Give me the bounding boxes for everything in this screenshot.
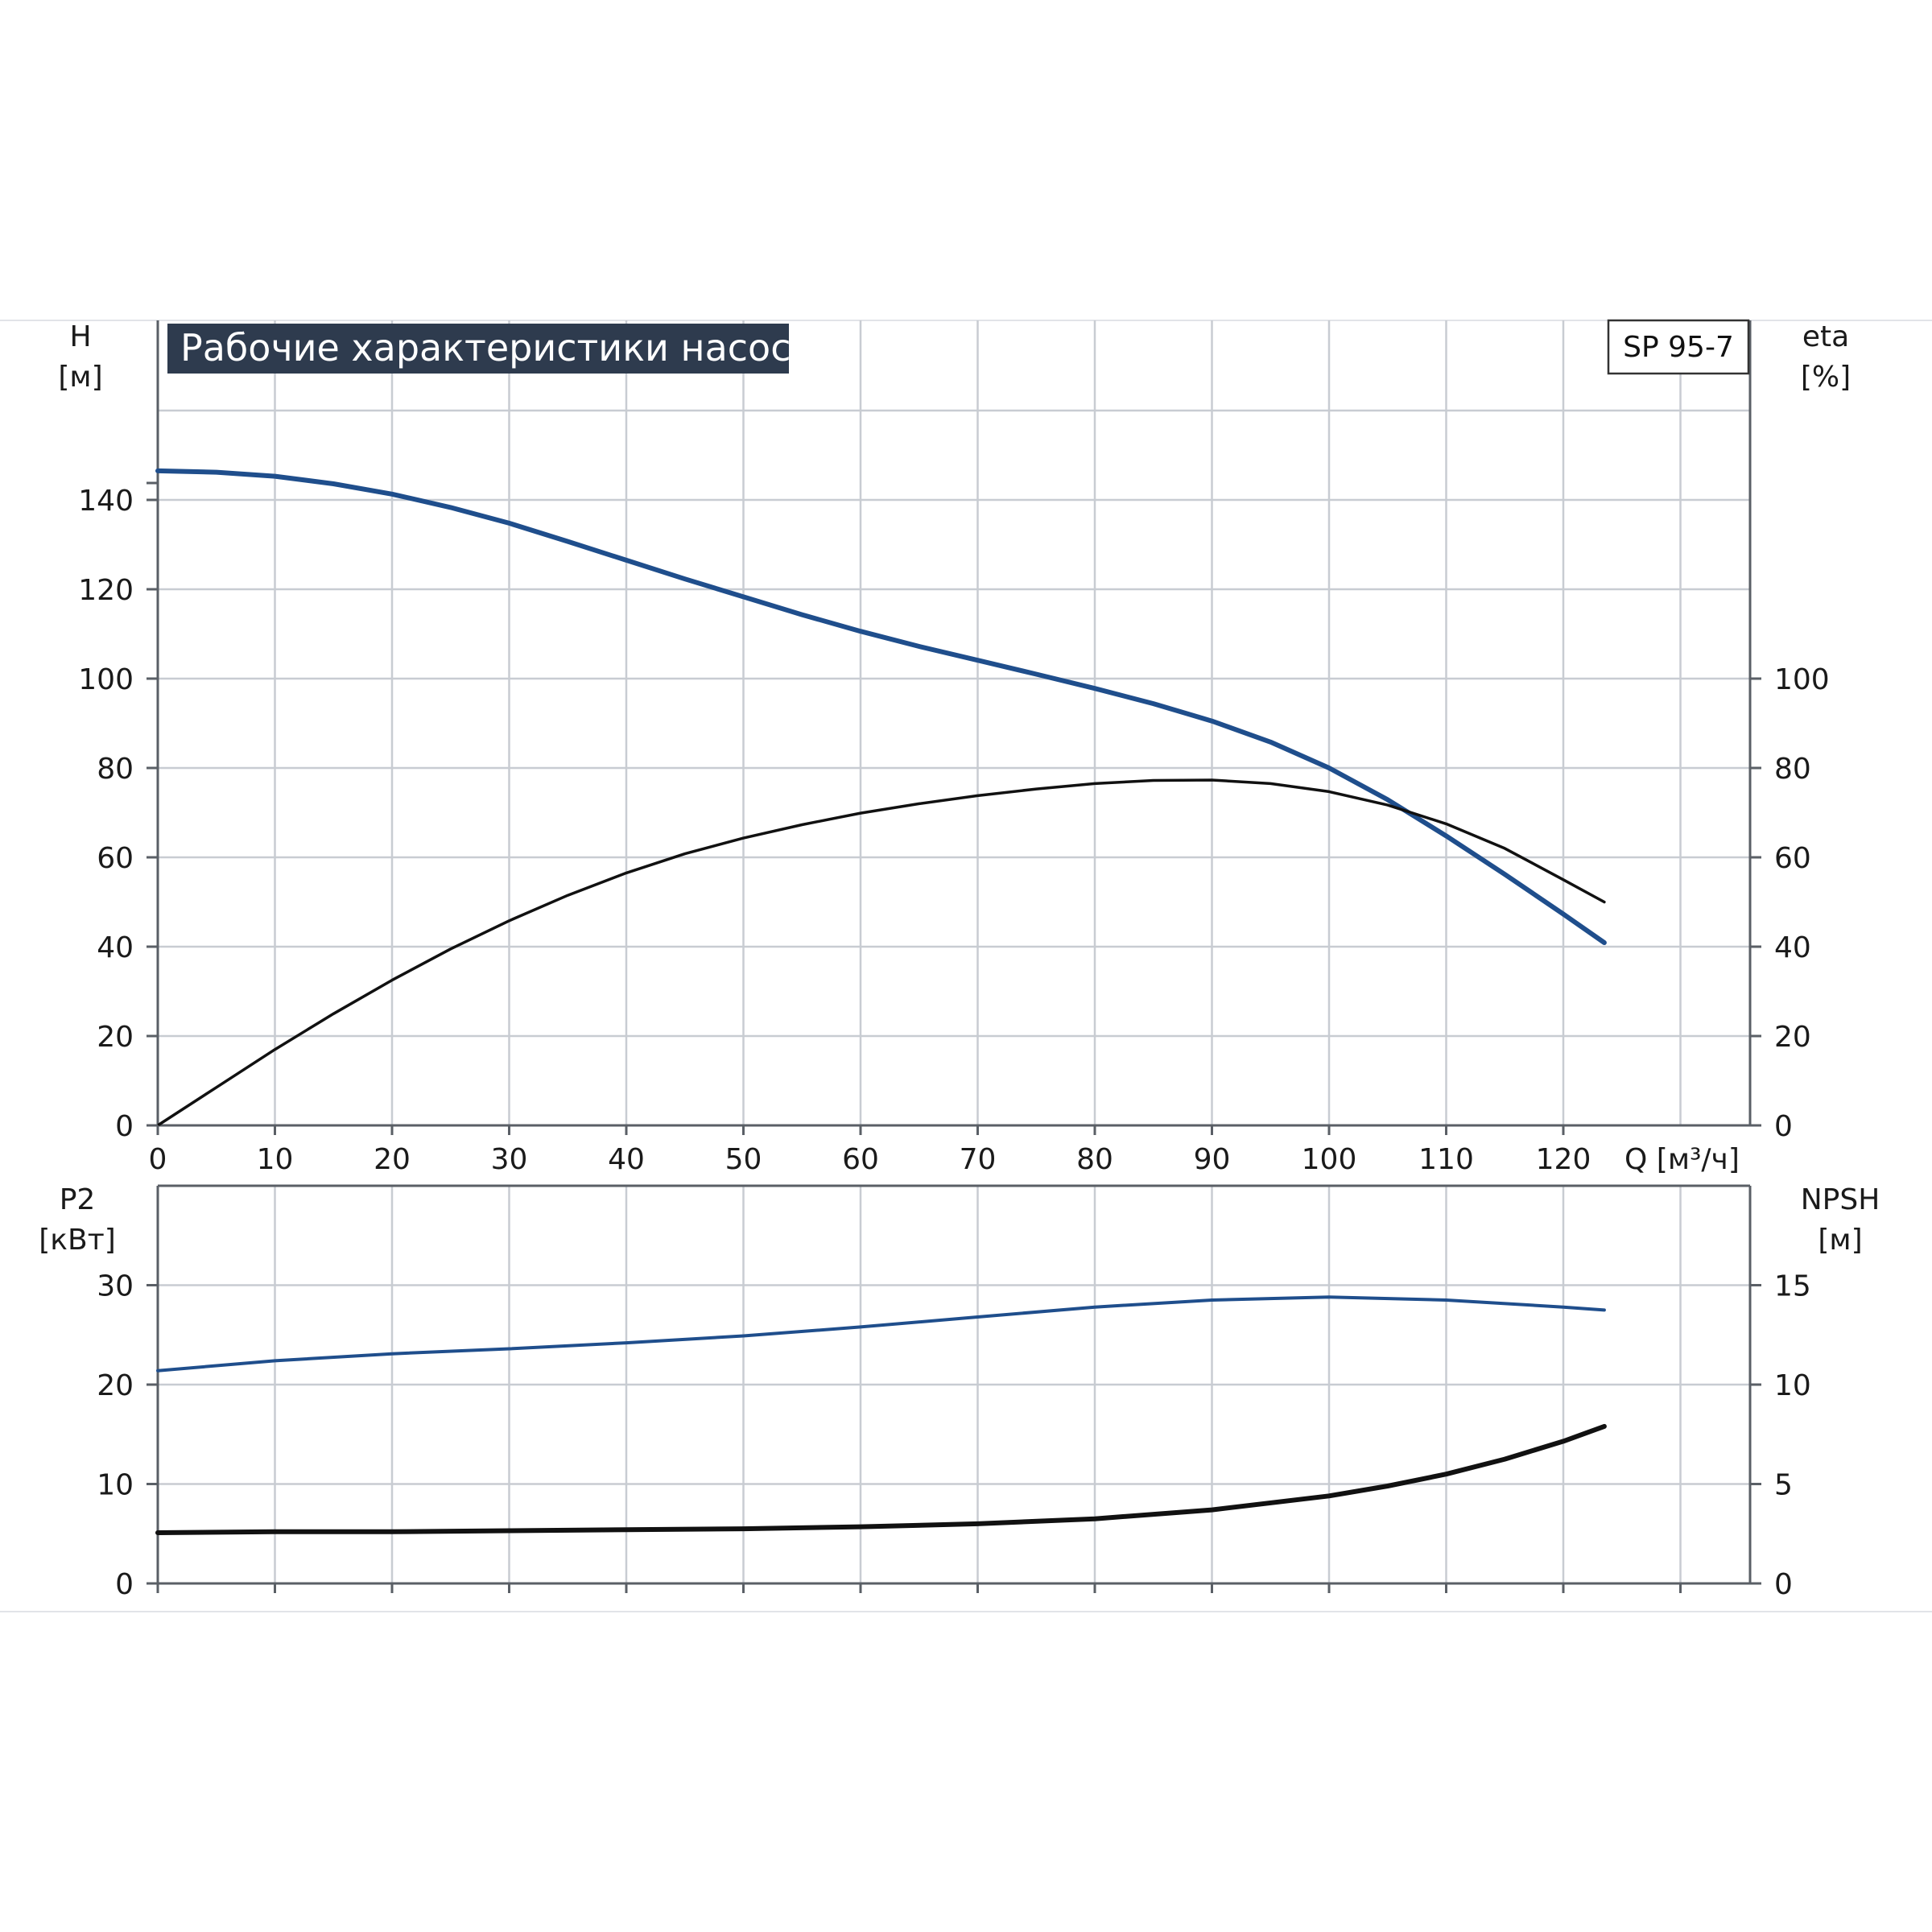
eta-curve [156, 778, 1606, 1127]
q-tick-label: 110 [1418, 1143, 1474, 1176]
p2-tick-label: 0 [115, 1568, 134, 1601]
q-tick-label: 60 [842, 1143, 879, 1176]
npsh-curve [155, 1423, 1607, 1535]
h-tick-label: 80 [97, 753, 134, 786]
npsh-tick-label: 10 [1774, 1369, 1811, 1402]
upper-grid [158, 320, 1750, 1125]
q-tick-label: 90 [1194, 1143, 1231, 1176]
npsh-tick-label: 5 [1774, 1469, 1793, 1502]
head-curve [155, 468, 1607, 945]
q-tick-label: 20 [374, 1143, 411, 1176]
npsh-axis-name: NPSH [1801, 1183, 1880, 1216]
chart-title: Рабочие характеристики насоса [180, 326, 814, 369]
eta-tick-label: 0 [1774, 1110, 1793, 1143]
eta-axis-name: eta [1802, 320, 1849, 353]
h-axis-unit: [м] [58, 361, 102, 394]
upper-panel: 0 20 40 60 80 100 120 140 0 20 40 60 80 100 0 10 20 30 40 5… [58, 319, 1851, 1176]
model-box [1607, 319, 1750, 375]
h-axis-name: H [69, 320, 91, 353]
eta-axis-unit: [%] [1801, 361, 1851, 394]
h-tick-label: 0 [115, 1110, 134, 1143]
h-tick-label: 60 [97, 842, 134, 875]
q-tick-label: 80 [1076, 1143, 1113, 1176]
upper-axes [156, 320, 1752, 1127]
q-tick-label: 10 [257, 1143, 294, 1176]
upper-ticks: 0 20 40 60 80 100 120 140 0 20 40 60 80 100 0 10 20 30 40 5… [78, 481, 1830, 1176]
q-tick-label: 100 [1302, 1143, 1357, 1176]
h-tick-label: 20 [97, 1021, 134, 1054]
model-label: SP 95-7 [1623, 331, 1734, 364]
eta-tick-label: 100 [1774, 663, 1830, 696]
h-tick-label: 120 [78, 574, 134, 607]
lower-series [155, 1295, 1607, 1535]
q-tick-label: 40 [608, 1143, 645, 1176]
p2-curve [156, 1295, 1606, 1373]
npsh-tick-label: 15 [1774, 1270, 1811, 1303]
q-tick-label: 50 [725, 1143, 762, 1176]
eta-tick-label: 80 [1774, 753, 1811, 786]
h-tick-label: 40 [97, 931, 134, 964]
lower-ticks: 0 10 20 30 0 5 10 15 [97, 1270, 1811, 1602]
npsh-tick-label: 0 [1774, 1568, 1793, 1601]
upper-series [155, 468, 1607, 1127]
q-tick-label: 30 [491, 1143, 528, 1176]
title-banner [167, 324, 789, 374]
q-axis-label: Q [м³/ч] [1624, 1143, 1740, 1176]
npsh-axis-unit: [м] [1818, 1224, 1862, 1257]
h-tick-label: 140 [78, 485, 134, 518]
h-tick-label: 100 [78, 663, 134, 696]
eta-tick-label: 60 [1774, 842, 1811, 875]
q-tick-label: 70 [960, 1143, 997, 1176]
p2-tick-label: 30 [97, 1270, 134, 1303]
q-tick-label: 0 [149, 1143, 167, 1176]
p2-axis-unit: [кВт] [39, 1224, 116, 1257]
p2-tick-label: 10 [97, 1469, 134, 1502]
lower-panel: 0 10 20 30 0 5 10 15 P2 [кВт] NPSH [м] [39, 1183, 1880, 1601]
p2-tick-label: 20 [97, 1369, 134, 1402]
eta-tick-label: 20 [1774, 1021, 1811, 1054]
q-tick-label: 120 [1536, 1143, 1591, 1176]
eta-tick-label: 40 [1774, 931, 1811, 964]
p2-axis-name: P2 [60, 1183, 96, 1216]
